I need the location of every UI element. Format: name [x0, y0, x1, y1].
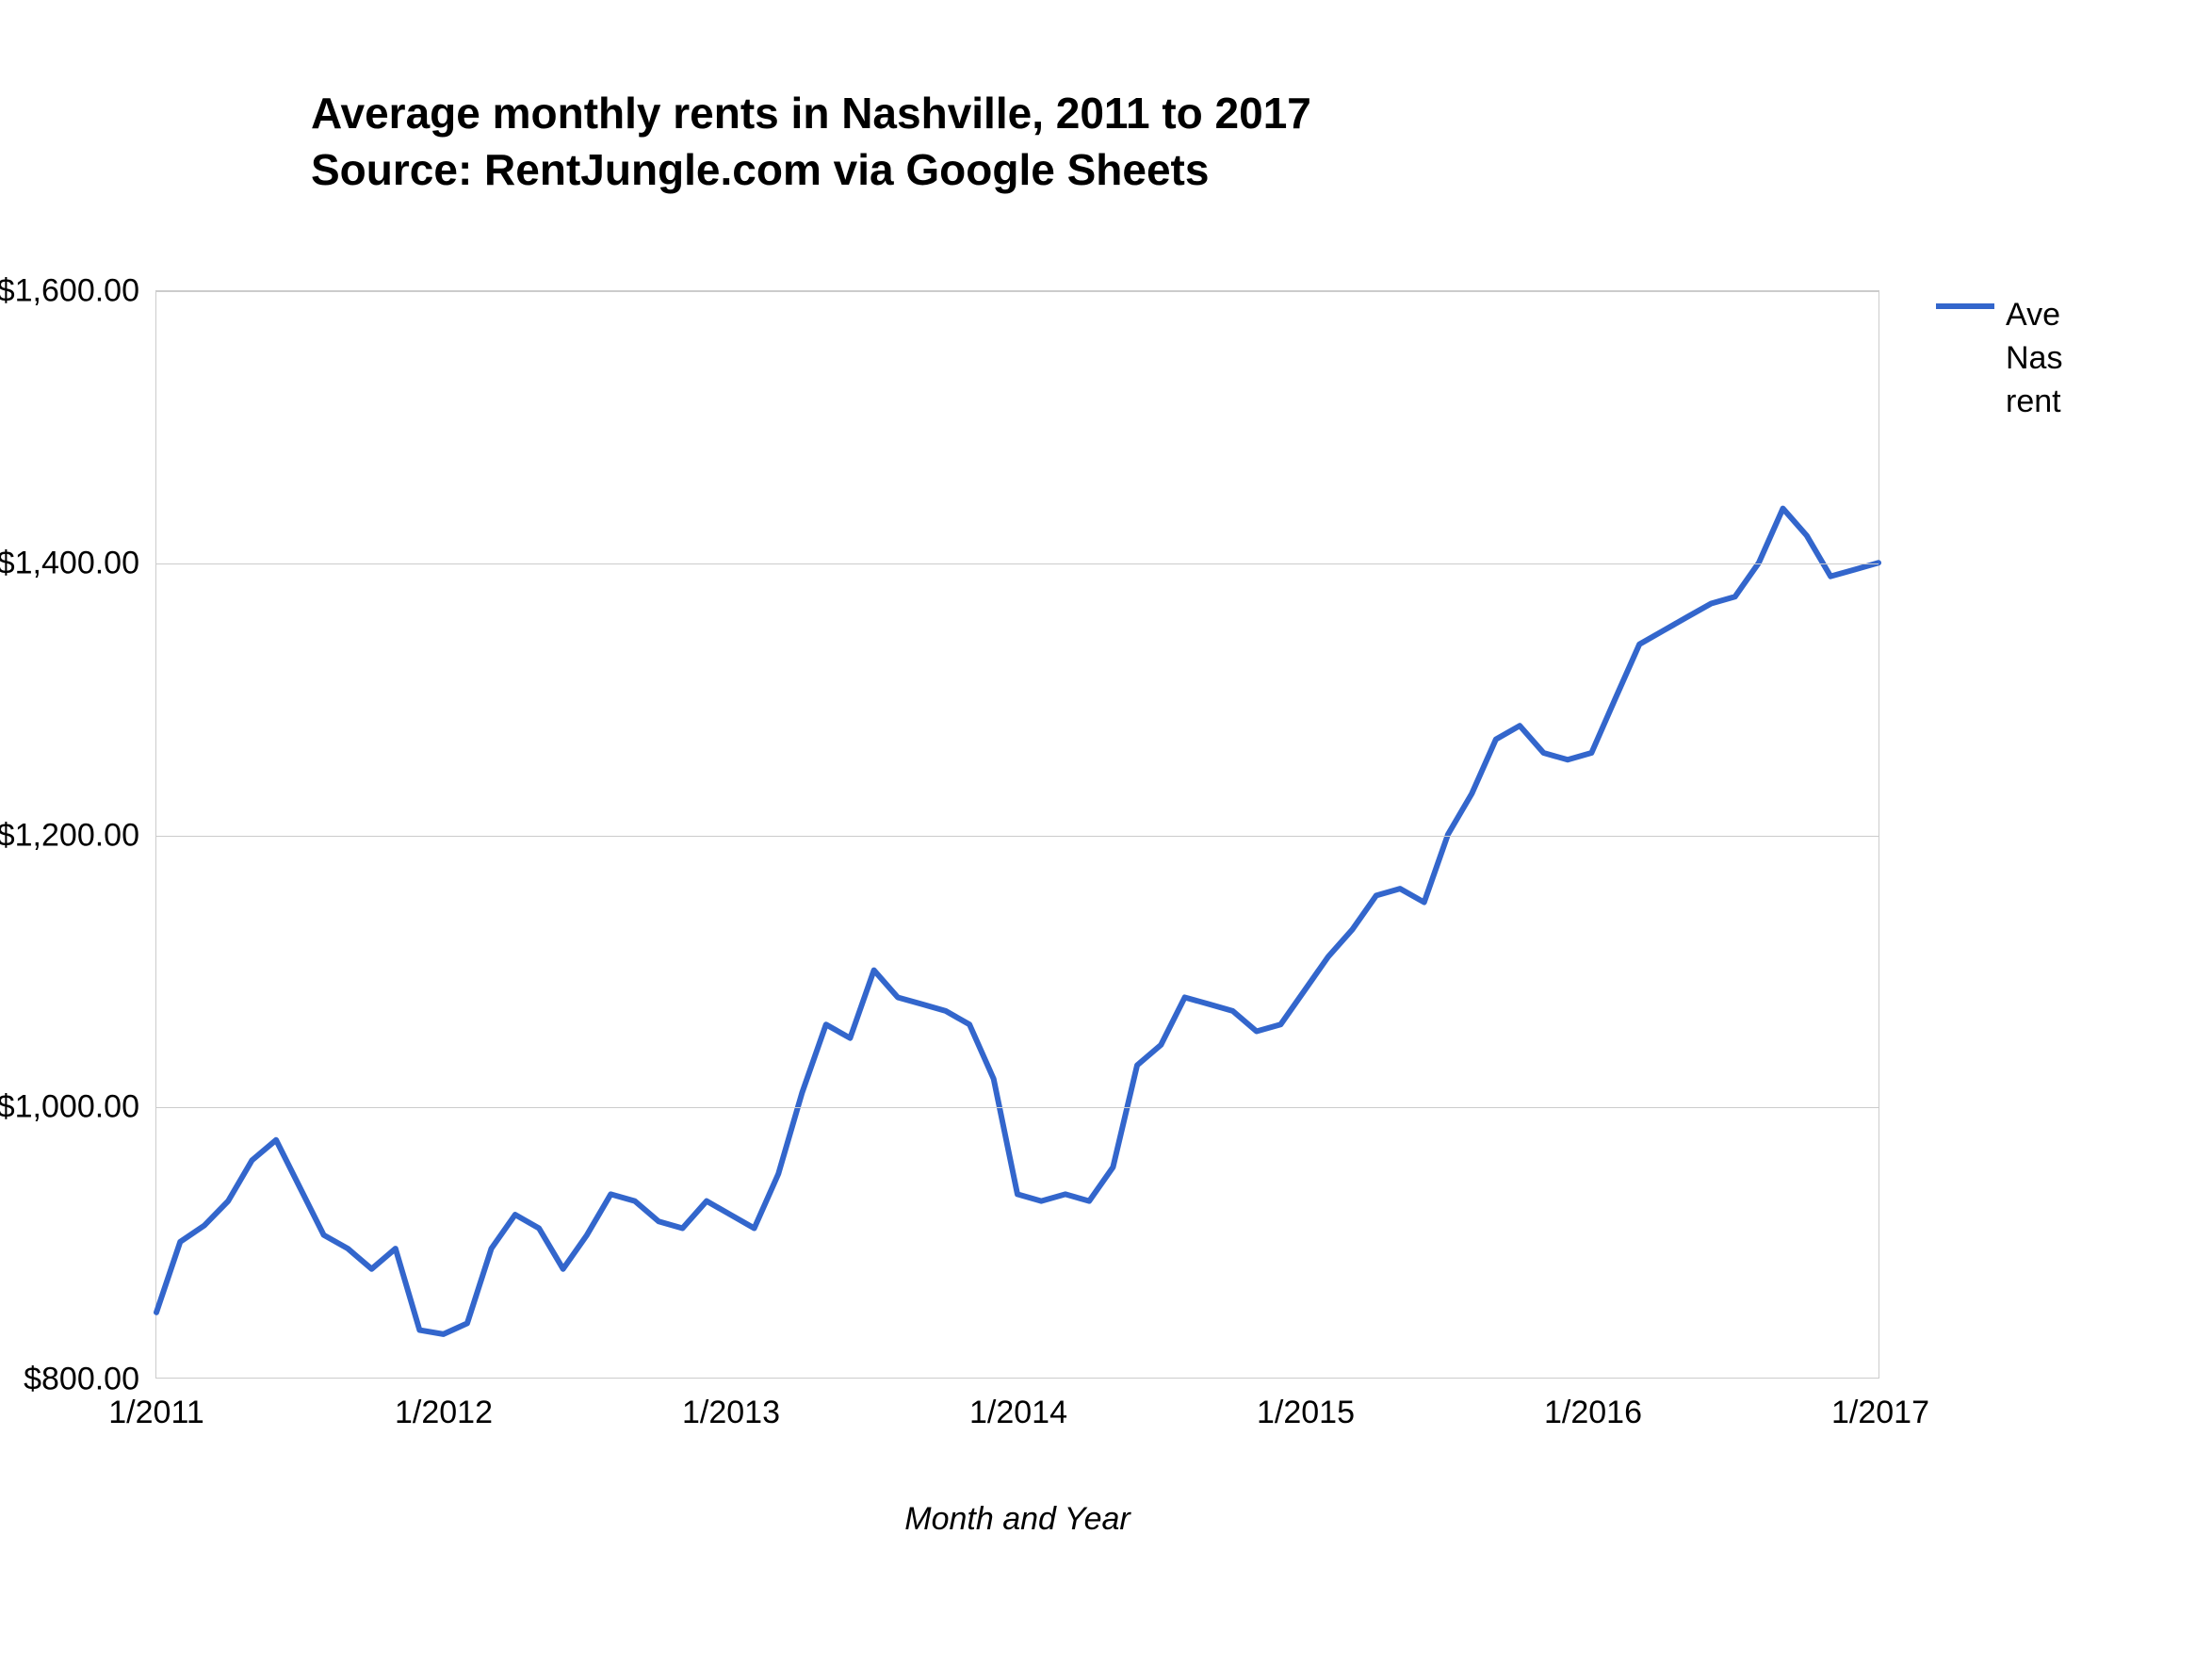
grid-line — [156, 1107, 1879, 1108]
chart-plot-area: $800.00$1,000.00$1,200.00$1,400.00$1,600… — [155, 290, 1879, 1379]
y-tick-label: $1,400.00 — [0, 545, 156, 581]
legend-swatch — [1936, 303, 1994, 309]
rent-line-series — [156, 509, 1879, 1334]
x-tick-label: 1/2012 — [395, 1378, 493, 1431]
y-tick-label: $1,600.00 — [0, 273, 156, 310]
legend-label: Nas — [2006, 337, 2062, 381]
grid-line — [156, 563, 1879, 564]
grid-line — [156, 836, 1879, 837]
x-tick-label: 1/2013 — [682, 1378, 780, 1431]
legend-label-group: AveNasrent — [2006, 294, 2062, 424]
grid-line — [156, 291, 1879, 292]
x-tick-label: 1/2016 — [1544, 1378, 1642, 1431]
y-tick-label: $1,200.00 — [0, 817, 156, 854]
chart-legend: AveNasrent — [1936, 294, 2062, 424]
chart-title-line2: Source: RentJungle.com via Google Sheets — [311, 141, 1311, 198]
legend-label: rent — [2006, 381, 2062, 424]
chart-title: Average monthly rents in Nashville, 2011… — [311, 85, 1311, 198]
legend-label: Ave — [2006, 294, 2062, 337]
x-tick-label: 1/2011 — [108, 1378, 203, 1431]
x-tick-label: 1/2014 — [969, 1378, 1067, 1431]
x-tick-label: 1/2015 — [1257, 1378, 1355, 1431]
chart-line-svg — [156, 291, 1879, 1378]
x-tick-label: 1/2017 — [1831, 1378, 1929, 1431]
y-tick-label: $1,000.00 — [0, 1089, 156, 1126]
x-axis-title: Month and Year — [904, 1501, 1130, 1538]
chart-title-line1: Average monthly rents in Nashville, 2011… — [311, 85, 1311, 141]
